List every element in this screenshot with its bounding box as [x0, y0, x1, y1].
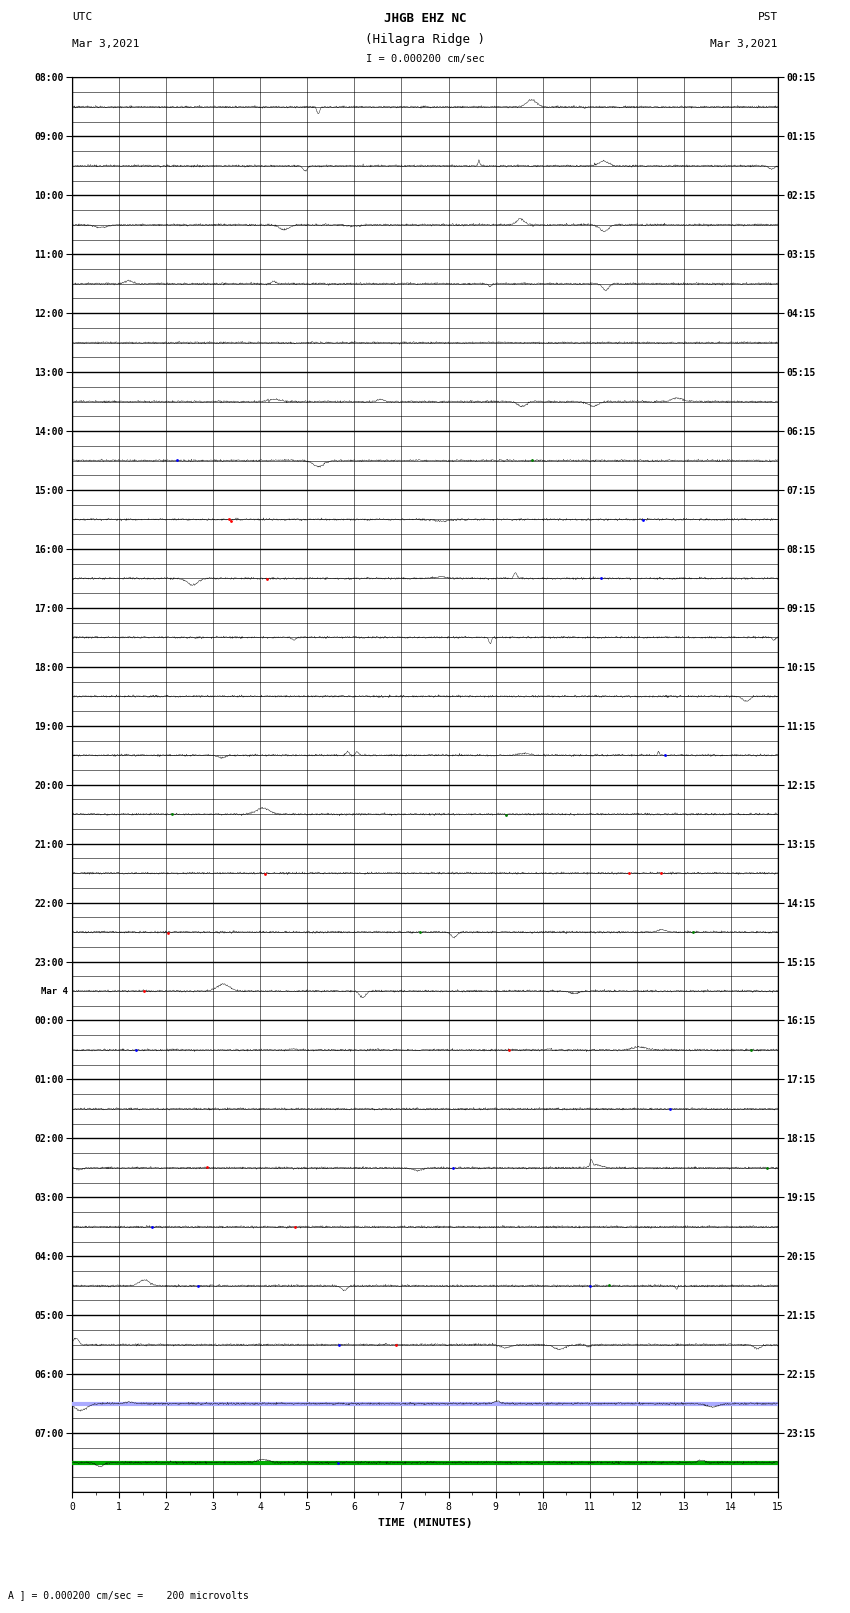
Text: UTC: UTC	[72, 11, 93, 21]
Text: JHGB EHZ NC: JHGB EHZ NC	[383, 11, 467, 24]
X-axis label: TIME (MINUTES): TIME (MINUTES)	[377, 1518, 473, 1528]
Text: (Hilagra Ridge ): (Hilagra Ridge )	[365, 32, 485, 45]
Text: Mar 4: Mar 4	[41, 987, 68, 995]
Text: Mar 3,2021: Mar 3,2021	[711, 39, 778, 48]
Text: A ] = 0.000200 cm/sec =    200 microvolts: A ] = 0.000200 cm/sec = 200 microvolts	[8, 1590, 249, 1600]
Text: Mar 3,2021: Mar 3,2021	[72, 39, 139, 48]
Text: PST: PST	[757, 11, 778, 21]
Text: I = 0.000200 cm/sec: I = 0.000200 cm/sec	[366, 55, 484, 65]
